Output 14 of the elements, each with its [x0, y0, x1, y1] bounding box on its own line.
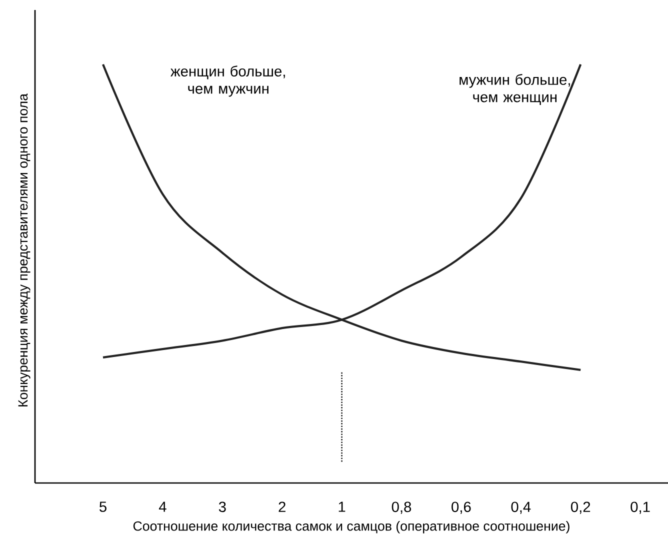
x-tick-label: 5 — [100, 502, 106, 512]
x-axis-title: Соотношение количества самок и самцов (оперативное соотношение) — [133, 520, 570, 534]
x-tick-label: 0,6 — [452, 502, 471, 514]
annotation: мужчин больше, чем женщин — [460, 74, 570, 106]
x-tick-label: 4 — [158, 502, 166, 512]
x-tick-label: 1 — [338, 502, 346, 512]
x-tick-label: 3 — [218, 502, 226, 512]
y-axis-title: Конкуренция между представителями одного пола — [18, 93, 30, 406]
x-tick-label: 0,4 — [511, 502, 531, 514]
annotation: женщин больше, чем мужчин — [170, 66, 285, 97]
x-tick-label: 0,2 — [570, 502, 590, 514]
x-tick-label: 0,1 — [630, 502, 650, 514]
x-tick-label: 2 — [278, 502, 286, 512]
x-tick-label: 0,8 — [392, 502, 412, 514]
